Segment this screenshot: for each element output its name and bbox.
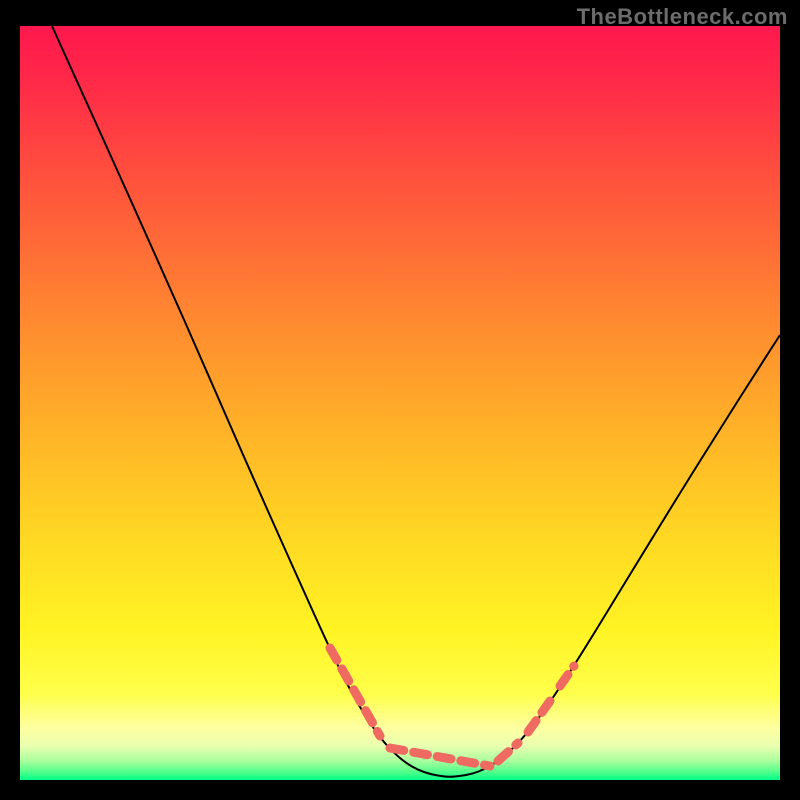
chart-outer-frame: TheBottleneck.com	[0, 0, 800, 800]
watermark-text: TheBottleneck.com	[577, 4, 788, 30]
plot-area	[20, 26, 780, 780]
gradient-background	[20, 26, 780, 780]
plot-svg	[20, 26, 780, 780]
